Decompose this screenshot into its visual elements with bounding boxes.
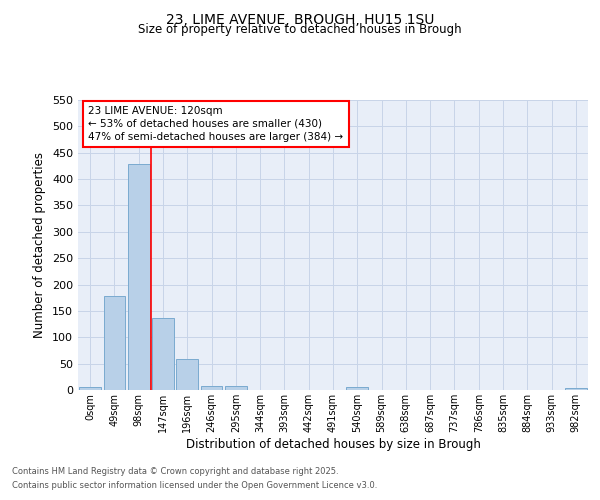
Text: Contains public sector information licensed under the Open Government Licence v3: Contains public sector information licen… — [12, 481, 377, 490]
Bar — [200, 386, 223, 390]
Bar — [128, 164, 149, 390]
Bar — [565, 388, 587, 390]
Text: 23 LIME AVENUE: 120sqm
← 53% of detached houses are smaller (430)
47% of semi-de: 23 LIME AVENUE: 120sqm ← 53% of detached… — [88, 106, 343, 142]
Bar — [104, 296, 125, 390]
Bar — [176, 360, 198, 390]
Y-axis label: Number of detached properties: Number of detached properties — [34, 152, 46, 338]
Bar — [225, 386, 247, 390]
X-axis label: Distribution of detached houses by size in Brough: Distribution of detached houses by size … — [185, 438, 481, 450]
Text: Contains HM Land Registry data © Crown copyright and database right 2025.: Contains HM Land Registry data © Crown c… — [12, 467, 338, 476]
Text: 23, LIME AVENUE, BROUGH, HU15 1SU: 23, LIME AVENUE, BROUGH, HU15 1SU — [166, 12, 434, 26]
Text: Size of property relative to detached houses in Brough: Size of property relative to detached ho… — [138, 22, 462, 36]
Bar — [346, 388, 368, 390]
Bar — [152, 318, 174, 390]
Bar — [79, 388, 101, 390]
